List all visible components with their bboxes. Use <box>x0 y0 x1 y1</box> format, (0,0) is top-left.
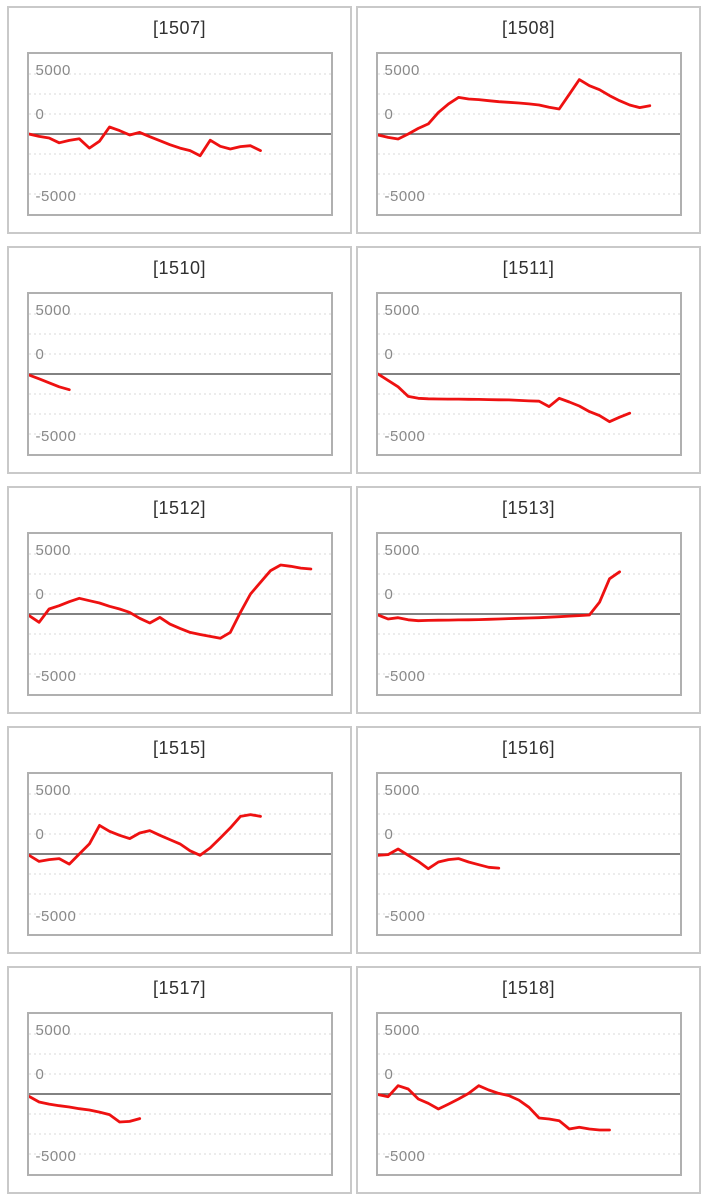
machine-title: [1518] <box>501 978 556 998</box>
machine-title: [1512] <box>152 498 207 518</box>
slump-chart: 5000 0 -5000 <box>26 52 333 216</box>
slump-chart-plot <box>377 313 680 435</box>
machine-title: [1515] <box>152 738 207 758</box>
machine-title: [1517] <box>152 978 207 998</box>
slump-chart-plot <box>28 1033 331 1155</box>
machine-title: [1516] <box>501 738 556 758</box>
slump-chart-plot <box>377 73 680 195</box>
slump-chart: 5000 0 -5000 <box>375 1012 682 1176</box>
machine-panel: [1513] 5000 0 -5000 <box>356 486 701 714</box>
slump-chart: 5000 0 -5000 <box>26 1012 333 1176</box>
slump-chart: 5000 0 -5000 <box>375 772 682 936</box>
machine-title: [1507] <box>152 18 207 38</box>
machine-panel: [1512] 5000 0 -5000 <box>7 486 352 714</box>
machine-chart-grid: [1507] 5000 0 -5000 [1508] 5000 0 -5000 … <box>7 6 710 1194</box>
slump-chart-plot <box>377 793 680 915</box>
slump-chart: 5000 0 -5000 <box>26 772 333 936</box>
machine-title: [1511] <box>502 258 555 278</box>
slump-chart: 5000 0 -5000 <box>375 52 682 216</box>
slump-chart-plot <box>377 553 680 675</box>
slump-chart: 5000 0 -5000 <box>375 292 682 456</box>
machine-title: [1513] <box>501 498 556 518</box>
machine-title: [1510] <box>152 258 207 278</box>
slump-chart: 5000 0 -5000 <box>26 532 333 696</box>
machine-panel: [1511] 5000 0 -5000 <box>356 246 701 474</box>
machine-title: [1508] <box>501 18 556 38</box>
slump-chart-plot <box>28 553 331 675</box>
slump-chart-plot <box>377 1033 680 1155</box>
slump-chart: 5000 0 -5000 <box>26 292 333 456</box>
machine-panel: [1518] 5000 0 -5000 <box>356 966 701 1194</box>
machine-panel: [1516] 5000 0 -5000 <box>356 726 701 954</box>
machine-panel: [1508] 5000 0 -5000 <box>356 6 701 234</box>
slump-chart: 5000 0 -5000 <box>375 532 682 696</box>
machine-panel: [1517] 5000 0 -5000 <box>7 966 352 1194</box>
machine-panel: [1510] 5000 0 -5000 <box>7 246 352 474</box>
slump-chart-plot <box>28 793 331 915</box>
slump-chart-plot <box>28 313 331 435</box>
machine-panel: [1515] 5000 0 -5000 <box>7 726 352 954</box>
machine-panel: [1507] 5000 0 -5000 <box>7 6 352 234</box>
slump-chart-plot <box>28 73 331 195</box>
